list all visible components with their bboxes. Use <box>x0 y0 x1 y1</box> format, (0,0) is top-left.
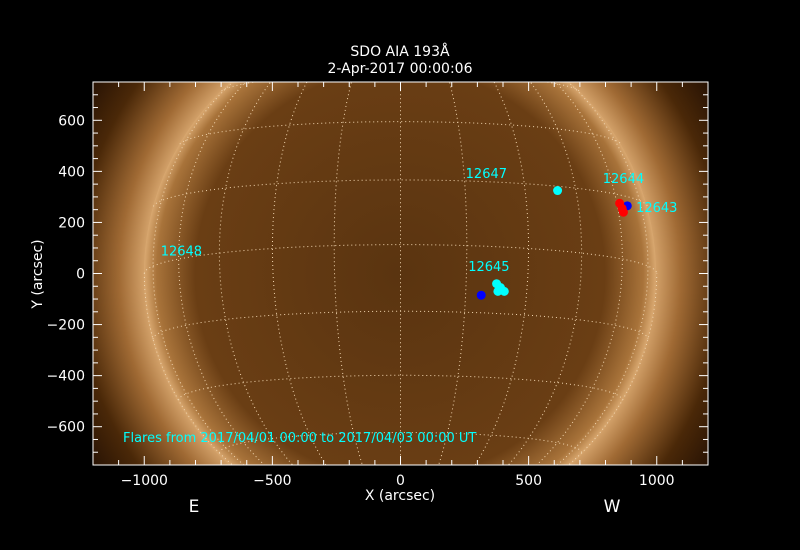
west-label: W <box>604 497 621 517</box>
y-tick-label: 400 <box>58 164 85 180</box>
y-tick-label: 600 <box>58 113 85 129</box>
longitude-line <box>567 273 658 465</box>
x-tick-label: −500 <box>253 473 291 489</box>
y-tick-label: 0 <box>76 267 85 283</box>
flare-time-range-annotation: Flares from 2017/04/01 00:00 to 2017/04/… <box>123 431 476 446</box>
x-tick-label: −1000 <box>121 473 168 489</box>
chart-title: SDO AIA 193Å <box>350 43 450 60</box>
y-tick-label: −400 <box>47 369 85 385</box>
solar-disk <box>144 82 656 465</box>
longitude-line <box>535 82 623 465</box>
flare-marker <box>618 207 628 217</box>
x-tick-label: 0 <box>396 473 405 489</box>
longitude-line <box>178 82 266 465</box>
latitude-line <box>218 431 583 454</box>
y-axis-label: Y (arcsec) <box>30 239 46 309</box>
flare-marker <box>493 286 503 296</box>
chart-subtitle: 2-Apr-2017 00:00:06 <box>328 61 473 77</box>
longitude-line <box>438 82 468 465</box>
active-region-label: 12645 <box>468 260 509 275</box>
heliographic-grid <box>143 21 658 518</box>
east-label: E <box>189 497 200 517</box>
x-tick-label: 1000 <box>639 473 675 489</box>
x-axis-label: X (arcsec) <box>365 488 435 504</box>
longitude-line <box>333 82 363 465</box>
flare-marker <box>553 186 563 196</box>
y-tick-label: −600 <box>47 420 85 436</box>
y-tick-label: −200 <box>47 318 85 334</box>
longitude-line <box>152 82 245 465</box>
flare-marker <box>499 286 509 296</box>
active-region-label: 12648 <box>161 245 202 260</box>
active-region-label: 12643 <box>636 201 677 216</box>
flare-marker <box>476 290 486 300</box>
latitude-line <box>152 179 649 207</box>
latitude-line <box>341 21 459 25</box>
y-tick-label: 200 <box>58 215 85 231</box>
longitude-line <box>143 273 234 465</box>
x-tick-label: 500 <box>515 473 542 489</box>
latitude-line <box>334 511 467 518</box>
active-region-label: 12647 <box>466 167 507 182</box>
active-region-label: 12644 <box>603 172 644 187</box>
longitude-line <box>556 82 649 465</box>
